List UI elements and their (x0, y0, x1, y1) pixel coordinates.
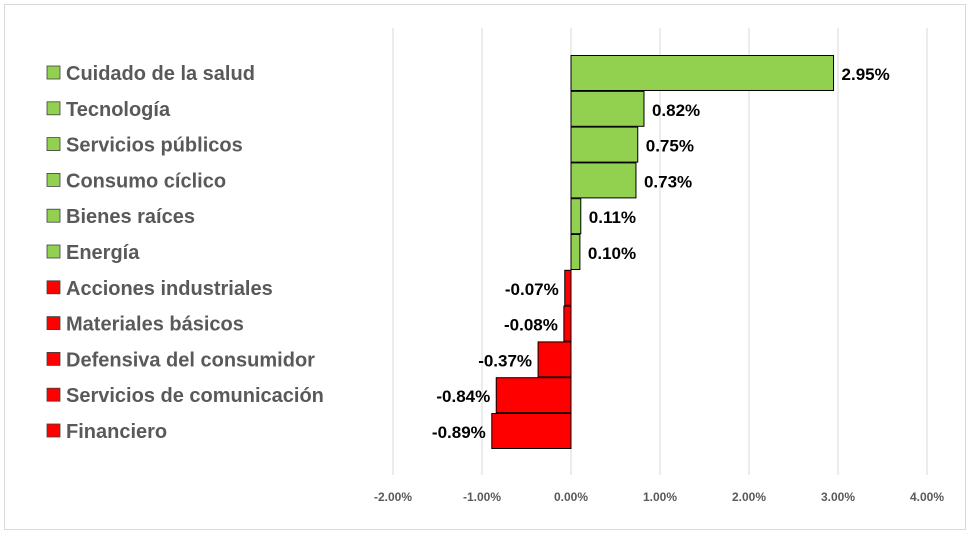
bar (570, 55, 835, 91)
category-label: Defensiva del consumidor (66, 349, 315, 371)
x-axis-ticks: -2.00% -1.00% 0.00% 1.00% 2.00% 3.00% 4.00% (374, 490, 944, 504)
category-label: Materiales básicos (66, 314, 244, 336)
data-label: 0.75% (646, 137, 694, 156)
x-tick-label: 1.00% (643, 490, 677, 504)
chart-frame (4, 4, 966, 530)
category-marker (46, 65, 61, 80)
data-label: 0.73% (644, 172, 692, 191)
category-label: Energía (66, 242, 140, 264)
category-marker (46, 101, 61, 116)
data-labels: 2.95% 0.82% 0.75% 0.73% 0.11% 0.10% -0.07% -0.0… (432, 65, 890, 442)
data-label: 0.82% (652, 101, 700, 120)
bars (491, 55, 835, 449)
x-tick-label: -2.00% (374, 490, 412, 504)
category-marker (46, 244, 61, 259)
bar (570, 234, 581, 270)
category-marker (46, 351, 61, 366)
bar (570, 198, 582, 235)
category-label: Tecnología (66, 99, 171, 121)
category-marker (46, 208, 61, 223)
x-tick-label: 2.00% (732, 490, 766, 504)
data-label: -0.84% (436, 387, 490, 406)
data-label: 0.10% (588, 244, 636, 263)
data-label: -0.89% (432, 423, 486, 442)
x-tick-label: 3.00% (821, 490, 855, 504)
bar (570, 126, 639, 163)
category-label: Cuidado de la salud (66, 63, 255, 85)
data-label: -0.08% (504, 316, 558, 335)
category-label: Servicios públicos (66, 135, 243, 157)
bar (495, 377, 572, 414)
bar (564, 269, 572, 306)
category-marker (46, 316, 61, 331)
category-marker (46, 137, 61, 152)
category-label: Bienes raíces (66, 206, 195, 228)
bar (537, 341, 572, 378)
bar (563, 305, 572, 342)
bar (570, 90, 645, 127)
category-label: Acciones industriales (66, 278, 273, 300)
x-tick-label: 0.00% (554, 490, 588, 504)
category-label: Servicios de comunicación (66, 385, 324, 407)
bar (491, 413, 572, 449)
data-label: 2.95% (842, 65, 890, 84)
bar (570, 162, 637, 199)
x-tick-label: -1.00% (463, 490, 501, 504)
category-marker (46, 172, 61, 187)
data-label: 0.11% (589, 208, 636, 227)
category-label: Financiero (66, 421, 167, 443)
category-marker (46, 387, 61, 402)
category-marker (46, 280, 61, 295)
x-tick-label: 4.00% (910, 490, 944, 504)
category-labels: Cuidado de la salud Tecnología Servicios p… (46, 63, 324, 443)
gridlines (392, 28, 928, 475)
category-marker (46, 423, 61, 438)
data-label: -0.07% (505, 280, 559, 299)
data-label: -0.37% (478, 351, 532, 370)
category-label: Consumo cíclico (66, 170, 226, 192)
